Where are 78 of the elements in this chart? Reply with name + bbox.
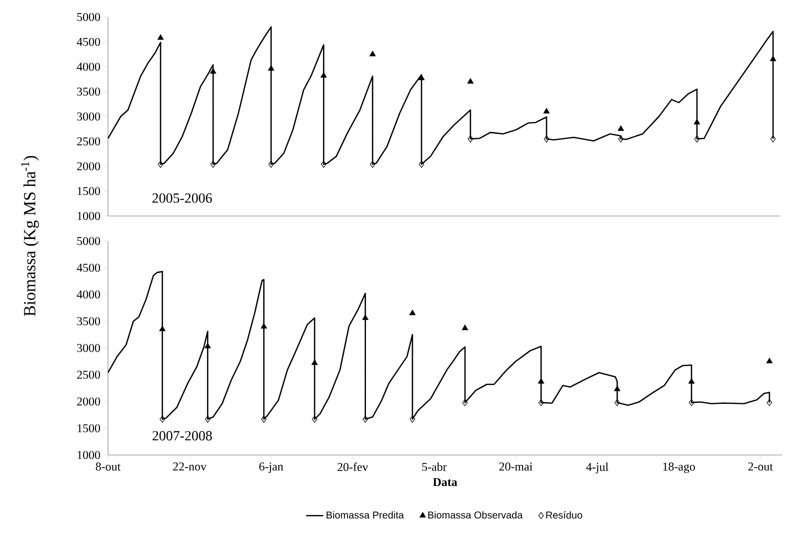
- point: [409, 310, 416, 316]
- legend-label: Biomassa Observada: [428, 511, 523, 519]
- point: [467, 78, 474, 84]
- point: [370, 50, 376, 56]
- point: [538, 378, 544, 384]
- x-tick-label: 20-fev: [338, 462, 368, 472]
- y-tick-label: 2500: [77, 370, 100, 379]
- point: [418, 160, 424, 168]
- point: [538, 399, 544, 406]
- point: [418, 74, 425, 80]
- point: [544, 135, 550, 142]
- point: [159, 326, 166, 332]
- y-tick-label: 5000: [77, 236, 100, 246]
- point: [158, 34, 164, 40]
- y-tick-label: 4000: [76, 290, 100, 299]
- point: [462, 399, 468, 406]
- y-tick-label: 2500: [77, 137, 100, 146]
- y-tick-label: 3500: [77, 317, 100, 326]
- y-tick-label: 2000: [77, 162, 100, 170]
- point: [770, 56, 776, 62]
- y-tick-label: 4500: [76, 264, 100, 272]
- x-tick-label: 6-jan: [259, 462, 284, 473]
- x-tick-label: 5-abr: [422, 462, 447, 471]
- point: [410, 416, 416, 423]
- x-tick-label: 20-mai: [499, 462, 532, 471]
- point: [210, 68, 216, 74]
- point: [614, 399, 620, 406]
- point: [694, 118, 700, 124]
- point: [160, 416, 166, 423]
- point: [468, 135, 474, 142]
- point: [261, 416, 267, 423]
- legend-label: Resíduo: [546, 511, 582, 519]
- point: [618, 125, 624, 131]
- x-tick-label: 22-nov: [173, 462, 206, 471]
- x-axis-title: Data: [432, 478, 458, 486]
- point: [688, 399, 694, 406]
- point: [158, 160, 164, 168]
- point: [320, 160, 326, 168]
- point: [204, 416, 210, 423]
- annotation: 2005-2006: [152, 193, 212, 203]
- y-tick-label: 1000: [78, 450, 100, 460]
- y-tick-label: 4500: [76, 38, 100, 46]
- y-tick-label: 3000: [77, 344, 100, 352]
- x-tick-label: 18-ago: [663, 462, 695, 474]
- y-tick-label: 1500: [78, 187, 100, 196]
- point: [543, 108, 550, 114]
- point: [618, 135, 624, 142]
- point: [260, 323, 267, 328]
- point: [694, 135, 700, 142]
- point: [268, 160, 274, 168]
- point: [210, 160, 216, 168]
- y-tick-label: 1000: [78, 212, 100, 220]
- x-tick-label: 4-jul: [586, 462, 608, 474]
- y-axis-title: Biomassa (Kg MS ha$^{-1}$): [21, 156, 39, 316]
- point: [766, 358, 772, 364]
- x-tick-label: 8-out: [96, 462, 121, 471]
- point: [268, 65, 274, 71]
- y-tick-label: 2000: [77, 397, 100, 406]
- point: [362, 314, 368, 320]
- point: [688, 378, 695, 384]
- y-tick-label: 3500: [77, 88, 100, 96]
- y-tick-label: 1500: [78, 424, 100, 432]
- point: [320, 72, 327, 78]
- point: [766, 399, 772, 406]
- x-tick-label: 2-out: [748, 462, 773, 471]
- line-series: [107, 270, 770, 420]
- y-tick-label: 3000: [77, 112, 100, 121]
- point: [614, 386, 620, 392]
- y-tick-label: 4000: [76, 62, 100, 71]
- point: [312, 416, 318, 423]
- point: [770, 135, 776, 142]
- point: [462, 324, 468, 330]
- point: [362, 416, 368, 423]
- point: [204, 342, 211, 348]
- legend-label: Biomassa Predita: [326, 511, 404, 519]
- y-tick-label: 5000: [77, 12, 100, 22]
- point: [370, 160, 376, 168]
- annotation: 2007-2008: [152, 431, 212, 440]
